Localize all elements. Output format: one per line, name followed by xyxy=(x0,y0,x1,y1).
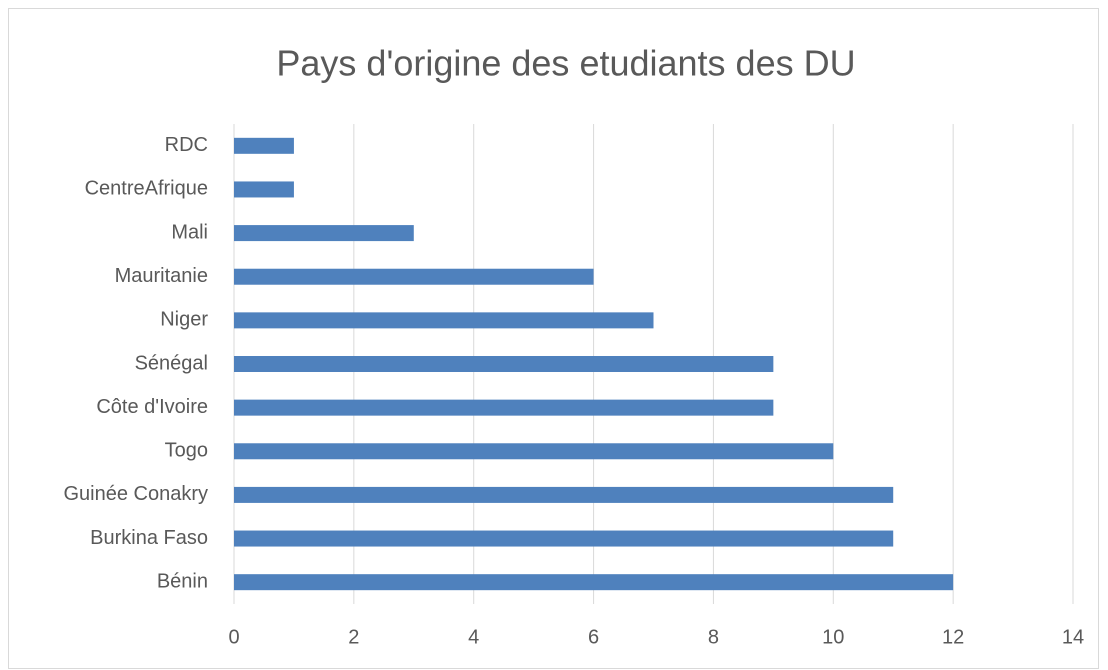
x-tick-label: 14 xyxy=(1062,626,1084,648)
chart-title: Pays d'origine des etudiants des DU xyxy=(276,43,855,84)
bar xyxy=(234,225,414,242)
y-tick-label: Sénégal xyxy=(135,352,208,374)
y-tick-label: Mauritanie xyxy=(115,265,208,287)
x-tick-label: 10 xyxy=(822,626,844,648)
bar xyxy=(234,399,774,416)
x-tick-label: 0 xyxy=(228,626,239,648)
bar xyxy=(234,574,954,591)
y-tick-label: RDC xyxy=(165,134,208,156)
y-tick-label: Guinée Conakry xyxy=(63,483,208,505)
y-tick-label: Mali xyxy=(171,221,208,243)
y-tick-label: Togo xyxy=(165,440,208,462)
bar xyxy=(234,181,294,198)
x-tick-label: 2 xyxy=(348,626,359,648)
y-tick-label: Côte d'Ivoire xyxy=(96,396,208,418)
bar xyxy=(234,268,594,285)
bar xyxy=(234,486,894,503)
bar xyxy=(234,530,894,547)
y-tick-label: Bénin xyxy=(157,570,208,592)
bar xyxy=(234,312,654,329)
x-tick-label: 6 xyxy=(588,626,599,648)
y-tick-label: CentreAfrique xyxy=(85,178,208,200)
bar xyxy=(234,443,834,460)
chart-frame xyxy=(8,8,1099,669)
bar xyxy=(234,356,774,372)
bar xyxy=(234,137,294,154)
x-tick-label: 12 xyxy=(942,626,964,648)
y-tick-label: Burkina Faso xyxy=(90,527,208,549)
x-tick-label: 4 xyxy=(468,626,479,648)
y-tick-label: Niger xyxy=(160,309,208,331)
x-tick-label: 8 xyxy=(708,626,719,648)
